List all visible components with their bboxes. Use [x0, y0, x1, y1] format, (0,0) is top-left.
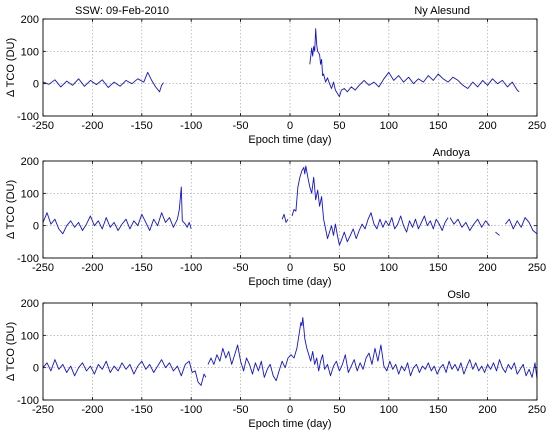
y-axis-label: Δ TCO (DU) — [5, 38, 17, 97]
chart-panels: -250 -200 -150 -100 -50 0 50 100 150 200 250 -100 0 1… — [5, 5, 546, 430]
x-tick-label: -150 — [131, 404, 153, 416]
station-label: Oslo — [447, 289, 470, 301]
series-line — [505, 217, 538, 235]
x-tick-label: -100 — [180, 404, 202, 416]
y-tick-label: -100 — [17, 253, 39, 265]
y-tick-label: 200 — [21, 156, 39, 168]
x-tick-label: 50 — [333, 120, 345, 132]
y-tick-label: 0 — [33, 363, 39, 375]
x-tick-label: -100 — [180, 262, 202, 274]
x-tick-label: -200 — [81, 262, 103, 274]
x-tick-label: -150 — [131, 120, 153, 132]
series-line — [495, 231, 500, 236]
panel-oslo: -250 -200 -150 -100 -50 0 50 100 150 200 250 -100 0 1… — [5, 289, 546, 430]
x-tick-label: 50 — [333, 262, 345, 274]
x-tick-label: 150 — [429, 404, 447, 416]
series-line — [449, 217, 490, 231]
x-tick-label: 250 — [528, 120, 546, 132]
y-tick-label: 200 — [21, 14, 39, 26]
x-tick-label: 150 — [429, 262, 447, 274]
y-tick-label: 100 — [21, 330, 39, 342]
figure-label: SSW: 09-Feb-2010 — [75, 5, 169, 17]
series-line — [291, 165, 449, 246]
x-tick-label: 0 — [287, 262, 293, 274]
station-label: Ny Alesund — [414, 5, 470, 17]
y-tick-label: 0 — [33, 79, 39, 91]
x-tick-label: 0 — [287, 120, 293, 132]
x-axis-label: Epoch time (day) — [248, 134, 331, 146]
panel-andoya: -250 -200 -150 -100 -50 0 50 100 150 200 250 -100 0 1… — [5, 147, 546, 288]
y-tick-label: -100 — [17, 395, 39, 407]
x-tick-label: -50 — [233, 262, 249, 274]
x-tick-label: 100 — [380, 120, 398, 132]
x-tick-label: 50 — [333, 404, 345, 416]
x-tick-label: -250 — [32, 262, 54, 274]
series-line — [207, 317, 538, 382]
y-tick-label: 0 — [33, 221, 39, 233]
x-axis-label: Epoch time (day) — [248, 276, 331, 288]
series-line — [309, 28, 520, 98]
station-label: Andoya — [433, 147, 471, 159]
series-line — [42, 71, 164, 93]
series-line — [42, 359, 207, 386]
x-tick-label: -50 — [233, 120, 249, 132]
x-tick-label: -100 — [180, 120, 202, 132]
x-tick-label: 100 — [380, 404, 398, 416]
x-tick-label: 0 — [287, 404, 293, 416]
x-tick-label: -250 — [32, 120, 54, 132]
x-tick-label: -250 — [32, 404, 54, 416]
y-tick-label: -100 — [17, 111, 39, 123]
axes-frame — [42, 18, 538, 117]
y-axis-label: Δ TCO (DU) — [5, 322, 17, 381]
y-axis-label: Δ TCO (DU) — [5, 180, 17, 239]
x-tick-label: 200 — [478, 120, 496, 132]
x-tick-label: 100 — [380, 262, 398, 274]
series-line — [42, 186, 192, 235]
x-tick-label: 200 — [478, 262, 496, 274]
x-tick-label: 150 — [429, 120, 447, 132]
x-axis-label: Epoch time (day) — [248, 418, 331, 430]
x-tick-label: -200 — [81, 404, 103, 416]
x-tick-label: 250 — [528, 262, 546, 274]
x-tick-label: -150 — [131, 262, 153, 274]
axes-frame — [42, 302, 538, 401]
x-tick-label: -50 — [233, 404, 249, 416]
y-tick-label: 200 — [21, 298, 39, 310]
panel-ny-alesund: -250 -200 -150 -100 -50 0 50 100 150 200 250 -100 0 1… — [5, 5, 546, 146]
x-tick-label: 200 — [478, 404, 496, 416]
x-tick-label: -200 — [81, 120, 103, 132]
x-tick-label: 250 — [528, 404, 546, 416]
series-line — [281, 213, 289, 223]
axes-frame — [42, 160, 538, 259]
y-tick-label: 100 — [21, 188, 39, 200]
y-tick-label: 100 — [21, 46, 39, 58]
